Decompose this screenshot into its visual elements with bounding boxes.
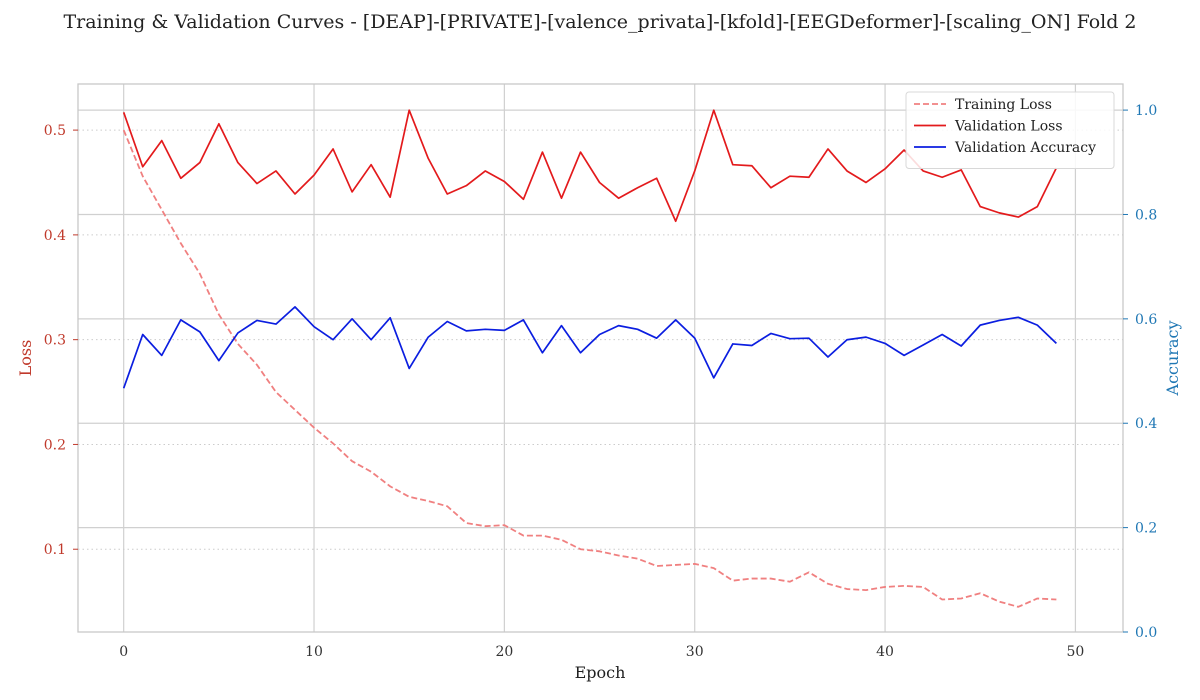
y-left-tick-label: 0.2 (44, 437, 66, 453)
y-left-tick-label: 0.4 (44, 228, 66, 244)
legend-label: Validation Accuracy (954, 140, 1096, 156)
series-line-validation-loss (122, 109, 1058, 223)
y-right-tick-label: 0.8 (1135, 207, 1157, 223)
legend-label: Training Loss (955, 97, 1052, 113)
axis-ticks: 0 10 20 30 40 50 0.0 0.2 0.4 0.6 0.8 1.0 0.1 0.2 0.3 0.… (44, 103, 1158, 660)
y-right-tick-label: 1.0 (1135, 103, 1157, 119)
legend-box (905, 91, 1115, 169)
y-left-tick-label: 0.1 (44, 542, 66, 558)
legend: Training Loss Validation Loss Validation A… (905, 91, 1115, 169)
y-right-tick-label: 0.4 (1135, 416, 1157, 432)
y-right-tick-label: 0.6 (1135, 312, 1157, 328)
plot-frame (77, 83, 1124, 633)
x-tick-label: 40 (876, 644, 894, 660)
y-axis-left-label: Loss (16, 340, 35, 377)
legend-label: Validation Loss (954, 119, 1063, 135)
y-axis-right-label: Accuracy (1163, 321, 1182, 397)
series-line-training-loss (122, 129, 1057, 608)
y-left-tick-label: 0.5 (44, 123, 66, 139)
series-lines (122, 109, 1058, 608)
x-tick-label: 0 (119, 644, 128, 660)
y-left-tick-label: 0.3 (44, 333, 66, 349)
x-tick-label: 10 (305, 644, 323, 660)
chart-title: Training & Validation Curves - [DEAP]-[P… (63, 11, 1136, 33)
grid (78, 84, 1123, 632)
x-tick-label: 30 (686, 644, 704, 660)
x-tick-label: 50 (1066, 644, 1084, 660)
y-right-tick-label: 0.0 (1135, 625, 1157, 641)
y-right-tick-label: 0.2 (1135, 521, 1157, 537)
x-tick-label: 20 (495, 644, 513, 660)
series-line-validation-accuracy (122, 306, 1057, 389)
x-axis-label: Epoch (575, 663, 626, 682)
